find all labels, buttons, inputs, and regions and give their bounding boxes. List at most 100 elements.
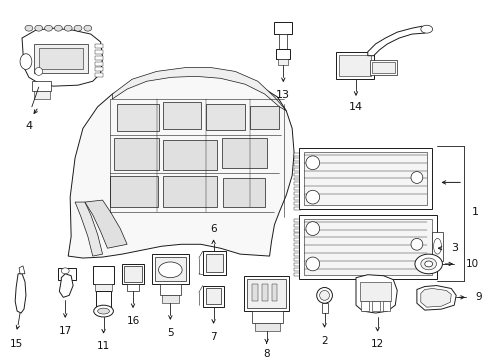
- Ellipse shape: [306, 257, 319, 271]
- Text: 9: 9: [476, 292, 483, 302]
- Bar: [294, 197, 301, 200]
- Bar: [244, 276, 289, 311]
- Ellipse shape: [317, 288, 332, 303]
- Text: 16: 16: [126, 316, 140, 326]
- Ellipse shape: [35, 67, 43, 75]
- Polygon shape: [368, 26, 429, 56]
- Bar: [271, 284, 277, 301]
- Bar: [206, 254, 223, 272]
- Bar: [164, 140, 218, 170]
- Bar: [255, 323, 280, 331]
- Bar: [203, 285, 224, 307]
- Bar: [294, 253, 301, 256]
- Bar: [360, 282, 392, 301]
- Bar: [432, 231, 443, 261]
- Text: 15: 15: [9, 339, 23, 350]
- Bar: [299, 215, 437, 279]
- Bar: [299, 148, 432, 209]
- Text: 6: 6: [210, 224, 217, 234]
- Bar: [222, 138, 267, 168]
- Bar: [294, 177, 301, 180]
- Bar: [95, 284, 112, 292]
- Text: 11: 11: [97, 341, 110, 351]
- Bar: [96, 292, 111, 307]
- Ellipse shape: [415, 254, 442, 274]
- Bar: [32, 81, 51, 91]
- Bar: [294, 234, 301, 237]
- Bar: [206, 104, 245, 130]
- Bar: [155, 257, 186, 281]
- Text: 7: 7: [210, 332, 217, 342]
- Bar: [122, 264, 144, 284]
- Bar: [304, 219, 432, 275]
- Bar: [361, 301, 369, 311]
- Text: 13: 13: [276, 90, 290, 100]
- Bar: [110, 176, 158, 207]
- Ellipse shape: [159, 262, 182, 278]
- Ellipse shape: [306, 156, 319, 170]
- Bar: [294, 258, 301, 261]
- Bar: [262, 284, 268, 301]
- Bar: [114, 138, 159, 170]
- Bar: [252, 311, 283, 323]
- Bar: [294, 183, 301, 185]
- Ellipse shape: [421, 258, 437, 270]
- Bar: [95, 56, 102, 60]
- Bar: [294, 207, 301, 210]
- Bar: [164, 102, 201, 129]
- Bar: [336, 52, 374, 79]
- Bar: [39, 48, 83, 69]
- Ellipse shape: [434, 238, 441, 254]
- Text: 17: 17: [59, 326, 72, 336]
- Bar: [95, 62, 102, 66]
- Bar: [294, 268, 301, 271]
- Bar: [294, 219, 301, 222]
- Polygon shape: [22, 28, 102, 86]
- Bar: [294, 163, 301, 166]
- Bar: [164, 176, 218, 207]
- Ellipse shape: [25, 25, 33, 31]
- Ellipse shape: [35, 25, 43, 31]
- Bar: [58, 268, 76, 280]
- Bar: [339, 55, 371, 76]
- Bar: [294, 248, 301, 251]
- Bar: [252, 284, 258, 301]
- Bar: [250, 106, 279, 129]
- Bar: [294, 187, 301, 190]
- Polygon shape: [75, 202, 102, 256]
- Polygon shape: [112, 67, 286, 111]
- Bar: [294, 172, 301, 176]
- Bar: [206, 288, 221, 304]
- Ellipse shape: [64, 25, 72, 31]
- Bar: [294, 229, 301, 231]
- Ellipse shape: [61, 268, 69, 274]
- Ellipse shape: [319, 291, 329, 300]
- Ellipse shape: [306, 190, 319, 204]
- Text: 12: 12: [371, 339, 384, 350]
- Bar: [117, 104, 159, 131]
- Bar: [304, 152, 427, 205]
- Polygon shape: [356, 275, 397, 313]
- Bar: [34, 44, 88, 73]
- Bar: [294, 273, 301, 276]
- Text: 1: 1: [472, 207, 479, 217]
- Polygon shape: [68, 75, 294, 258]
- Text: 2: 2: [321, 336, 328, 346]
- Ellipse shape: [306, 222, 319, 235]
- Bar: [383, 301, 391, 311]
- Bar: [278, 59, 288, 64]
- Ellipse shape: [98, 308, 109, 314]
- Bar: [294, 224, 301, 226]
- Bar: [95, 50, 102, 54]
- Text: 10: 10: [466, 259, 479, 269]
- Polygon shape: [59, 274, 73, 297]
- Ellipse shape: [84, 25, 92, 31]
- Polygon shape: [421, 288, 451, 307]
- Bar: [127, 284, 139, 292]
- Bar: [372, 62, 395, 73]
- Polygon shape: [15, 274, 26, 313]
- Bar: [276, 49, 290, 59]
- Text: 5: 5: [167, 328, 173, 338]
- Bar: [95, 44, 102, 48]
- Bar: [124, 266, 142, 282]
